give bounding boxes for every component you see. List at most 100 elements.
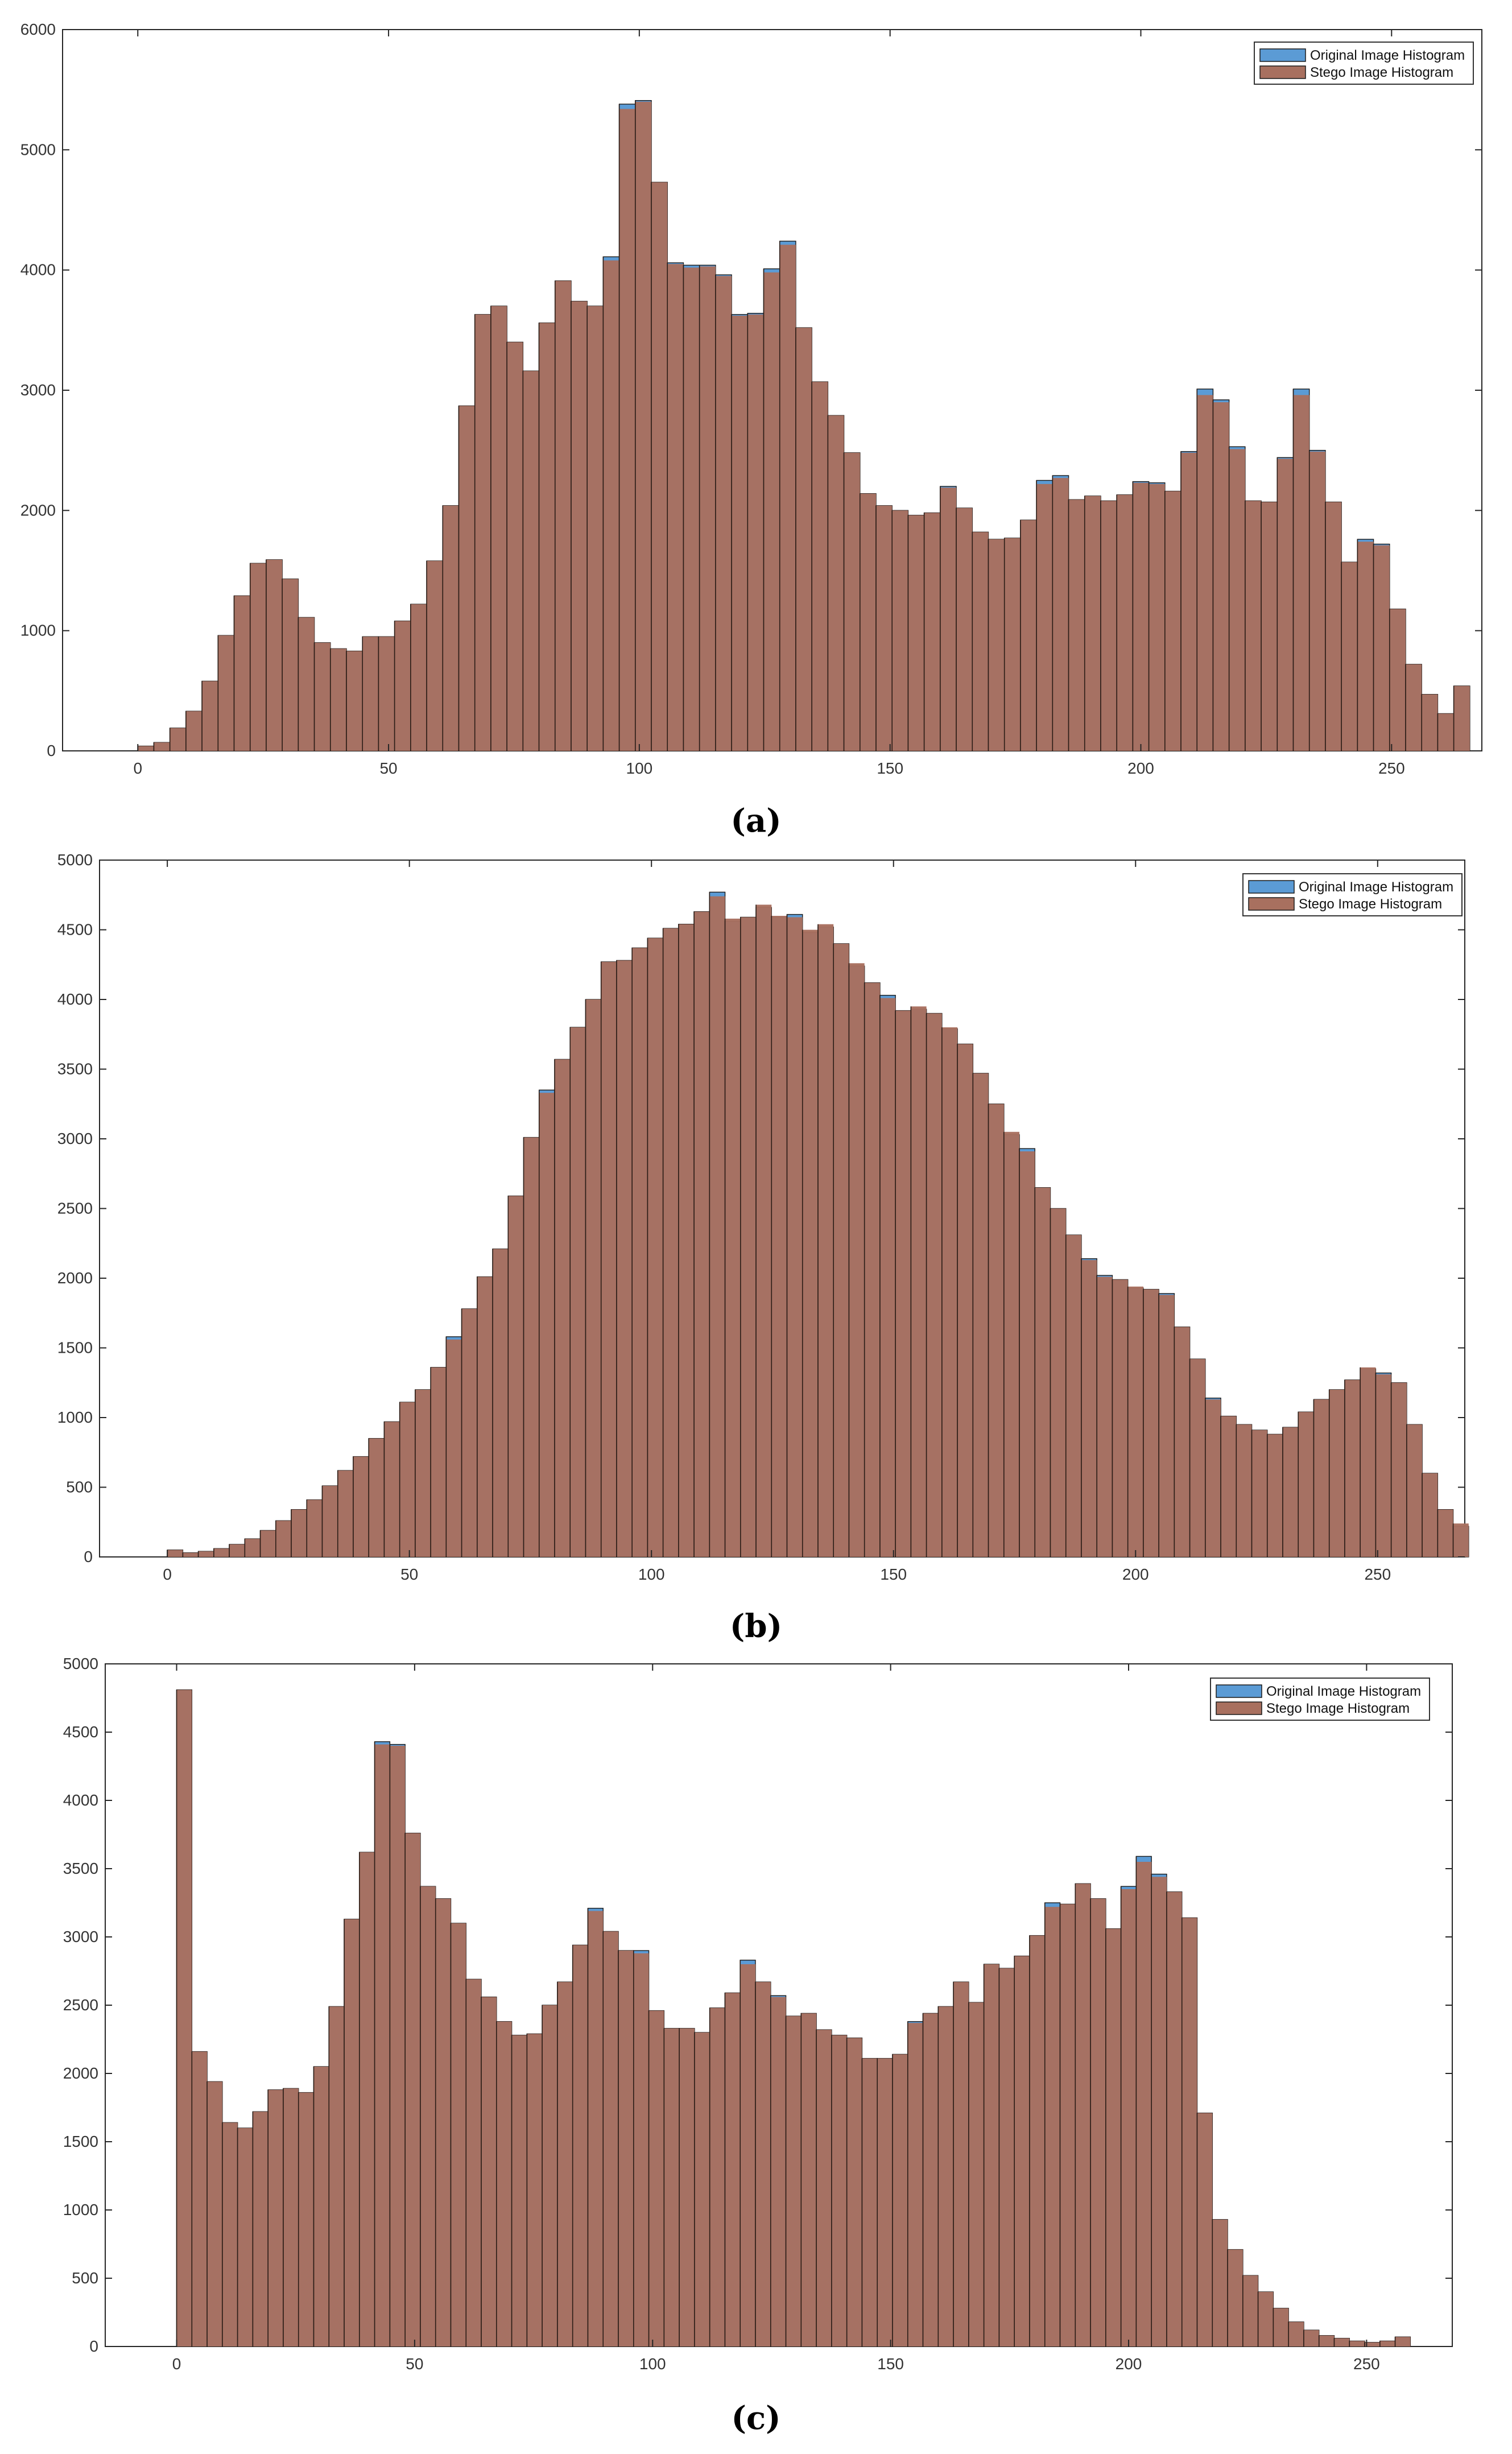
- y-tick-label: 1000: [57, 1408, 93, 1426]
- x-tick-label: 50: [379, 759, 397, 777]
- stego-bar: [725, 1993, 741, 2346]
- stego-bar: [167, 1550, 183, 1557]
- stego-bar: [508, 1196, 524, 1557]
- stego-bar: [1242, 2275, 1258, 2346]
- stego-bar: [496, 2021, 512, 2346]
- stego-bar: [539, 323, 555, 751]
- stego-bar: [926, 1013, 942, 1557]
- stego-bar: [1261, 502, 1278, 751]
- stego-bar: [999, 1968, 1015, 2346]
- y-tick-label: 1000: [20, 622, 56, 639]
- y-tick-label: 3000: [20, 381, 56, 399]
- y-tick-label: 4000: [57, 990, 93, 1008]
- stego-bar: [1112, 1279, 1128, 1557]
- stego-bar: [588, 1911, 604, 2346]
- stego-bar: [1164, 491, 1181, 751]
- stego-bar: [1019, 1151, 1035, 1557]
- x-tick-label: 50: [406, 2355, 423, 2373]
- stego-bar: [192, 2051, 208, 2346]
- stego-bar: [1395, 2337, 1411, 2346]
- stego-bar: [353, 1456, 369, 1557]
- y-tick-label: 2000: [57, 1269, 93, 1287]
- legend-swatch-stego: [1259, 65, 1306, 79]
- stego-bar: [1044, 1907, 1060, 2346]
- stego-bar: [1060, 1904, 1076, 2346]
- stego-bar: [833, 944, 849, 1557]
- stego-bar: [207, 2081, 222, 2346]
- stego-bar: [1149, 484, 1165, 751]
- stego-bar: [138, 746, 154, 751]
- stego-bar: [923, 2013, 939, 2346]
- stego-bar: [1375, 1374, 1391, 1557]
- stego-bar: [1273, 2308, 1289, 2346]
- stego-bar: [570, 1027, 586, 1557]
- stego-bar: [1212, 2219, 1228, 2346]
- stego-bar: [1229, 449, 1245, 751]
- stego-bar: [1213, 402, 1229, 751]
- stego-bar: [1035, 1187, 1051, 1557]
- histogram-panel-c: 0 50 100 150 200 2500500100015002000250030003…: [63, 1655, 1453, 2373]
- stego-bar: [427, 561, 443, 751]
- stego-bar: [298, 2092, 314, 2346]
- y-tick-label: 0: [89, 2337, 98, 2355]
- stego-bar: [1166, 1891, 1182, 2346]
- stego-bar: [1205, 1399, 1221, 1557]
- stego-bar: [892, 2054, 908, 2346]
- stego-bar: [864, 982, 880, 1557]
- x-tick-label: 200: [1122, 1565, 1149, 1583]
- stego-bar: [176, 1689, 192, 2346]
- stego-bar: [972, 532, 989, 751]
- stego-bar: [795, 328, 812, 751]
- stego-bar: [213, 1548, 230, 1557]
- stego-bar: [330, 648, 346, 751]
- x-tick-label: 50: [400, 1565, 418, 1583]
- stego-bar: [477, 1276, 493, 1557]
- stego-bar: [557, 1982, 573, 2346]
- stego-bar: [1405, 664, 1422, 751]
- stego-bar: [940, 488, 957, 751]
- y-tick-label: 6000: [20, 20, 56, 38]
- stego-bar: [1298, 1412, 1314, 1557]
- panel-caption-c: (c): [731, 2399, 780, 2437]
- stego-bar: [601, 961, 617, 1557]
- stego-bar: [828, 415, 844, 751]
- stego-bar: [862, 2058, 878, 2346]
- legend-swatch-stego: [1216, 1701, 1262, 1715]
- stego-bar: [1277, 458, 1294, 751]
- y-tick-label: 3000: [63, 1928, 98, 1945]
- stego-bar: [539, 1093, 555, 1557]
- stego-bar: [1020, 520, 1037, 751]
- stego-bar: [399, 1402, 415, 1557]
- stego-bar: [941, 1027, 958, 1557]
- stego-bar: [1344, 1379, 1361, 1557]
- stego-bar: [405, 1833, 420, 2346]
- stego-bar: [384, 1422, 400, 1557]
- stego-bar: [740, 917, 757, 1557]
- stego-bar: [1357, 542, 1374, 751]
- stego-bar: [1406, 1424, 1423, 1557]
- stego-bar: [1389, 609, 1406, 751]
- stego-bar: [619, 109, 635, 751]
- stego-bar: [1453, 685, 1470, 751]
- stego-bar: [1309, 451, 1325, 751]
- stego-bar: [369, 1438, 385, 1557]
- stego-bar: [245, 1539, 261, 1557]
- stego-bar: [1365, 2342, 1380, 2346]
- stego-bar: [1127, 1286, 1143, 1557]
- stego-bar: [1100, 501, 1117, 751]
- stego-bar: [1197, 2113, 1213, 2346]
- legend-label: Stego Image Histogram: [1310, 65, 1453, 80]
- stego-bar: [571, 301, 588, 751]
- stego-bar: [291, 1509, 307, 1557]
- stego-bar: [771, 916, 787, 1557]
- stego-bar: [283, 2088, 299, 2346]
- x-tick-label: 0: [133, 759, 142, 777]
- stego-bar: [183, 1552, 199, 1557]
- stego-bar: [322, 1486, 338, 1557]
- stego-bar: [988, 539, 1005, 751]
- x-tick-label: 0: [163, 1565, 172, 1583]
- stego-bar: [651, 182, 668, 751]
- x-tick-label: 150: [877, 2355, 904, 2373]
- stego-bar: [1029, 1935, 1045, 2346]
- stego-bar: [572, 1945, 588, 2346]
